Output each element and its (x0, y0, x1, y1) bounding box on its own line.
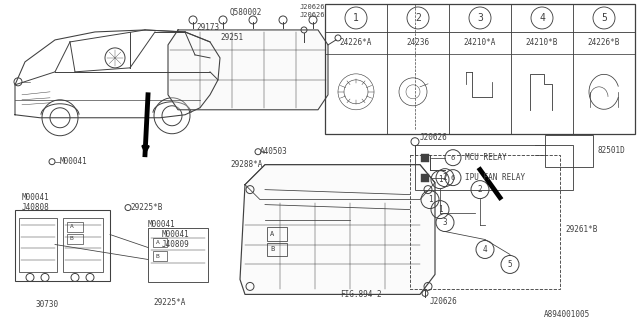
Text: 29251: 29251 (220, 33, 243, 43)
Bar (267, 243, 287, 256)
Text: B: B (156, 254, 160, 259)
Text: 1: 1 (438, 205, 442, 214)
Text: 1: 1 (353, 13, 359, 23)
Text: M00041: M00041 (162, 230, 189, 239)
Text: 6: 6 (451, 155, 455, 161)
Text: 2: 2 (477, 185, 483, 194)
Text: 5: 5 (601, 13, 607, 23)
Bar (410, 155, 560, 289)
Text: 30730: 30730 (35, 300, 58, 309)
Text: 5: 5 (508, 260, 512, 269)
Bar (19, 218, 57, 272)
Text: M00041: M00041 (60, 157, 88, 166)
Text: 24226*B: 24226*B (588, 38, 620, 47)
Bar (325, 4, 635, 134)
Text: M00041: M00041 (22, 193, 50, 202)
Text: FIG.894-2: FIG.894-2 (340, 290, 381, 299)
Text: MCU RELAY: MCU RELAY (465, 153, 507, 162)
Text: Q580002: Q580002 (230, 7, 262, 16)
Text: 6: 6 (451, 175, 455, 180)
Text: A: A (70, 224, 74, 229)
Text: B: B (270, 246, 275, 252)
Text: 1: 1 (438, 175, 442, 184)
Text: 29225*A: 29225*A (153, 298, 186, 307)
Text: 3: 3 (477, 13, 483, 23)
Bar (148, 228, 208, 283)
Text: 2: 2 (415, 13, 421, 23)
Text: 82501D: 82501D (597, 146, 625, 155)
Text: 4: 4 (483, 245, 487, 254)
Text: J40808: J40808 (22, 203, 50, 212)
Bar (421, 174, 429, 182)
Polygon shape (240, 165, 435, 294)
Bar (267, 227, 287, 241)
Text: M00041: M00041 (148, 220, 176, 229)
Text: 24210*A: 24210*A (464, 38, 496, 47)
Text: J20626: J20626 (300, 12, 326, 18)
Text: 1: 1 (428, 195, 432, 204)
Text: 4: 4 (539, 13, 545, 23)
Text: 3: 3 (443, 218, 447, 227)
Text: 24226*A: 24226*A (340, 38, 372, 47)
Text: 2: 2 (443, 173, 447, 182)
Text: 29261*B: 29261*B (565, 225, 597, 234)
Text: IPU FAN RELAY: IPU FAN RELAY (465, 173, 525, 182)
Text: 24210*B: 24210*B (526, 38, 558, 47)
Text: J40809: J40809 (162, 240, 189, 249)
Text: 29288*A: 29288*A (230, 160, 262, 169)
Text: 29173: 29173 (196, 23, 219, 32)
Text: J20626: J20626 (430, 297, 458, 306)
Bar (545, 135, 593, 167)
Polygon shape (168, 30, 328, 110)
Bar (415, 145, 573, 190)
Text: 29225*B: 29225*B (130, 203, 163, 212)
Text: A: A (156, 240, 160, 245)
Bar (67, 234, 83, 244)
Text: J20626: J20626 (420, 133, 448, 142)
Bar (153, 237, 167, 247)
Bar (63, 218, 103, 272)
Bar (153, 252, 167, 261)
Text: 24236: 24236 (406, 38, 429, 47)
Bar (421, 154, 429, 162)
Bar (67, 221, 83, 232)
Text: A: A (270, 230, 275, 236)
Text: B: B (70, 236, 74, 241)
Text: A40503: A40503 (260, 147, 288, 156)
Text: A894001005: A894001005 (544, 310, 590, 319)
Text: J20626: J20626 (300, 4, 326, 10)
Bar (15, 210, 110, 281)
